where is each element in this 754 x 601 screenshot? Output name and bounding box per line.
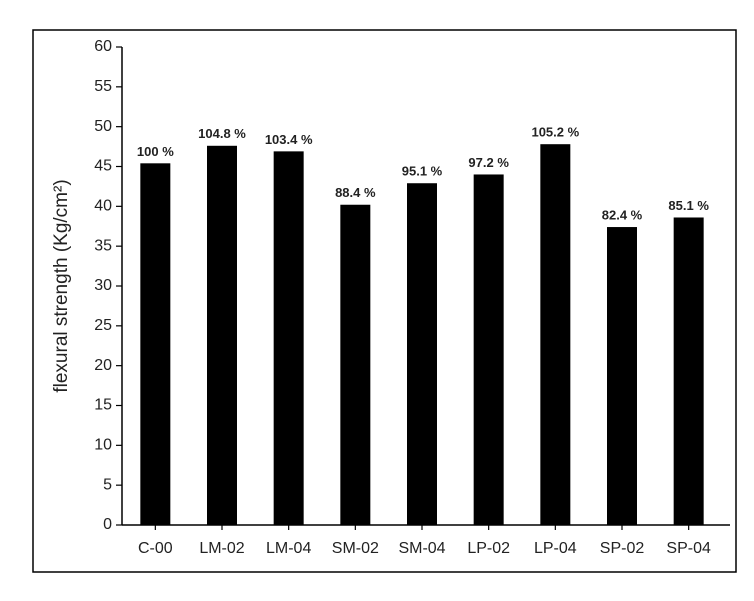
bar: [140, 163, 171, 525]
x-tick-label: SM-02: [332, 540, 379, 557]
bar: [340, 204, 371, 526]
annotation: 82.4 %: [602, 207, 643, 222]
y-tick-label: 25: [94, 317, 112, 334]
y-tick-label: 20: [94, 357, 112, 374]
annotation: 97.2 %: [468, 155, 509, 170]
y-axis-label: flexural strength (Kg/cm²): [51, 179, 72, 392]
annotation: 100 %: [137, 144, 174, 159]
bar: [607, 227, 637, 525]
y-tick-label: 5: [103, 476, 112, 493]
y-tick-label: 30: [94, 277, 112, 294]
y-tick-label: 50: [94, 118, 112, 135]
annotation: 103.4 %: [265, 132, 313, 147]
frame: [32, 29, 737, 573]
y-tick-label: 15: [94, 397, 112, 414]
bar: [673, 217, 704, 525]
bar: [473, 174, 504, 525]
x-tick-label: LM-02: [199, 540, 244, 557]
x-tick-label: LM-04: [266, 540, 311, 557]
y-tick-label: 40: [94, 198, 112, 215]
bar: [273, 151, 304, 525]
x-tick-label: LP-02: [467, 540, 510, 557]
x-tick-label: SM-04: [398, 540, 445, 557]
annotation: 85.1 %: [668, 198, 709, 213]
annotation: 95.1 %: [402, 164, 443, 179]
bar: [207, 145, 237, 525]
x-tick-label: C-00: [138, 540, 173, 557]
bar: [407, 183, 437, 526]
x-tick-label: SP-04: [666, 540, 711, 557]
y-tick-label: 55: [94, 78, 112, 95]
annotation: 104.8 %: [198, 126, 246, 141]
annotation: 88.4 %: [335, 185, 376, 200]
x-tick-label: LP-04: [534, 540, 577, 557]
y-tick-label: 45: [94, 158, 112, 175]
y-tick-label: 10: [94, 437, 112, 454]
y-tick-label: 60: [94, 38, 112, 55]
bar: [540, 144, 571, 525]
y-tick-label: 35: [94, 237, 112, 254]
y-tick-label: 0: [103, 516, 112, 533]
annotation: 105.2 %: [531, 125, 579, 140]
x-tick-label: SP-02: [600, 540, 645, 557]
